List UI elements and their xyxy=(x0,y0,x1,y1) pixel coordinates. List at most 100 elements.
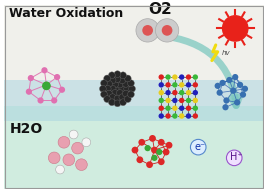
Circle shape xyxy=(159,90,164,95)
Circle shape xyxy=(100,91,107,98)
Circle shape xyxy=(124,85,131,92)
Circle shape xyxy=(159,105,164,111)
Circle shape xyxy=(119,77,126,84)
Bar xyxy=(3,5,265,106)
Circle shape xyxy=(172,105,178,111)
Circle shape xyxy=(109,94,116,101)
Circle shape xyxy=(142,25,153,36)
Circle shape xyxy=(132,147,138,153)
Circle shape xyxy=(240,91,246,98)
Circle shape xyxy=(163,149,170,155)
Circle shape xyxy=(232,74,238,80)
Circle shape xyxy=(219,80,226,86)
Circle shape xyxy=(156,149,162,155)
Circle shape xyxy=(111,81,118,88)
Circle shape xyxy=(56,165,64,174)
Circle shape xyxy=(146,161,153,168)
Circle shape xyxy=(172,90,178,95)
Circle shape xyxy=(59,87,65,93)
Circle shape xyxy=(193,82,198,88)
Circle shape xyxy=(48,152,60,164)
Circle shape xyxy=(186,105,191,111)
Circle shape xyxy=(76,159,87,170)
Circle shape xyxy=(120,72,126,79)
Circle shape xyxy=(138,139,145,146)
Circle shape xyxy=(226,77,232,83)
Circle shape xyxy=(165,90,171,95)
Text: H2O: H2O xyxy=(9,122,43,136)
Text: H⁺: H⁺ xyxy=(230,152,243,162)
Circle shape xyxy=(41,67,48,73)
Circle shape xyxy=(54,74,60,80)
Circle shape xyxy=(158,139,165,146)
Circle shape xyxy=(162,25,172,36)
Circle shape xyxy=(104,85,111,92)
Circle shape xyxy=(114,71,121,77)
Circle shape xyxy=(159,82,164,88)
Circle shape xyxy=(151,147,158,153)
Circle shape xyxy=(159,74,164,80)
Circle shape xyxy=(186,98,191,103)
Circle shape xyxy=(226,150,242,166)
Circle shape xyxy=(114,95,121,102)
Circle shape xyxy=(172,98,178,103)
Circle shape xyxy=(179,105,184,111)
Circle shape xyxy=(230,88,236,94)
Circle shape xyxy=(124,75,131,82)
Circle shape xyxy=(215,83,221,89)
Circle shape xyxy=(158,158,165,165)
Circle shape xyxy=(117,90,123,96)
Circle shape xyxy=(179,74,184,80)
Circle shape xyxy=(136,19,159,42)
Circle shape xyxy=(109,99,115,106)
Circle shape xyxy=(58,136,70,148)
Circle shape xyxy=(114,76,121,82)
Circle shape xyxy=(159,113,164,119)
Circle shape xyxy=(144,145,151,151)
Bar xyxy=(3,80,265,121)
Circle shape xyxy=(172,113,178,119)
Text: O2: O2 xyxy=(148,2,172,17)
FancyArrowPatch shape xyxy=(160,36,239,105)
Circle shape xyxy=(155,19,179,42)
Circle shape xyxy=(128,80,134,87)
Circle shape xyxy=(186,74,191,80)
Circle shape xyxy=(106,90,113,97)
Circle shape xyxy=(179,82,184,88)
Circle shape xyxy=(193,113,198,119)
Circle shape xyxy=(99,85,106,92)
Bar xyxy=(3,106,265,189)
Circle shape xyxy=(193,90,198,95)
Circle shape xyxy=(100,80,107,87)
Circle shape xyxy=(124,96,131,102)
Circle shape xyxy=(136,156,143,163)
Text: hv: hv xyxy=(222,50,230,56)
Circle shape xyxy=(114,100,121,107)
Circle shape xyxy=(28,75,34,81)
Text: e⁻: e⁻ xyxy=(195,142,206,152)
Circle shape xyxy=(237,82,243,88)
Circle shape xyxy=(109,85,116,92)
Circle shape xyxy=(51,97,57,104)
Circle shape xyxy=(109,77,116,84)
Circle shape xyxy=(122,81,129,87)
Circle shape xyxy=(217,90,223,96)
Circle shape xyxy=(119,85,126,92)
Circle shape xyxy=(165,82,171,88)
Circle shape xyxy=(26,89,32,95)
Circle shape xyxy=(186,90,191,95)
Circle shape xyxy=(38,97,44,104)
Circle shape xyxy=(186,82,191,88)
Circle shape xyxy=(193,98,198,103)
Circle shape xyxy=(172,74,178,80)
Circle shape xyxy=(165,98,171,103)
Circle shape xyxy=(222,104,229,110)
Circle shape xyxy=(165,74,171,80)
Circle shape xyxy=(223,97,230,104)
Circle shape xyxy=(43,82,50,88)
Circle shape xyxy=(104,75,110,82)
Circle shape xyxy=(179,113,184,119)
Circle shape xyxy=(104,96,110,102)
Circle shape xyxy=(63,154,75,166)
Circle shape xyxy=(111,90,118,96)
